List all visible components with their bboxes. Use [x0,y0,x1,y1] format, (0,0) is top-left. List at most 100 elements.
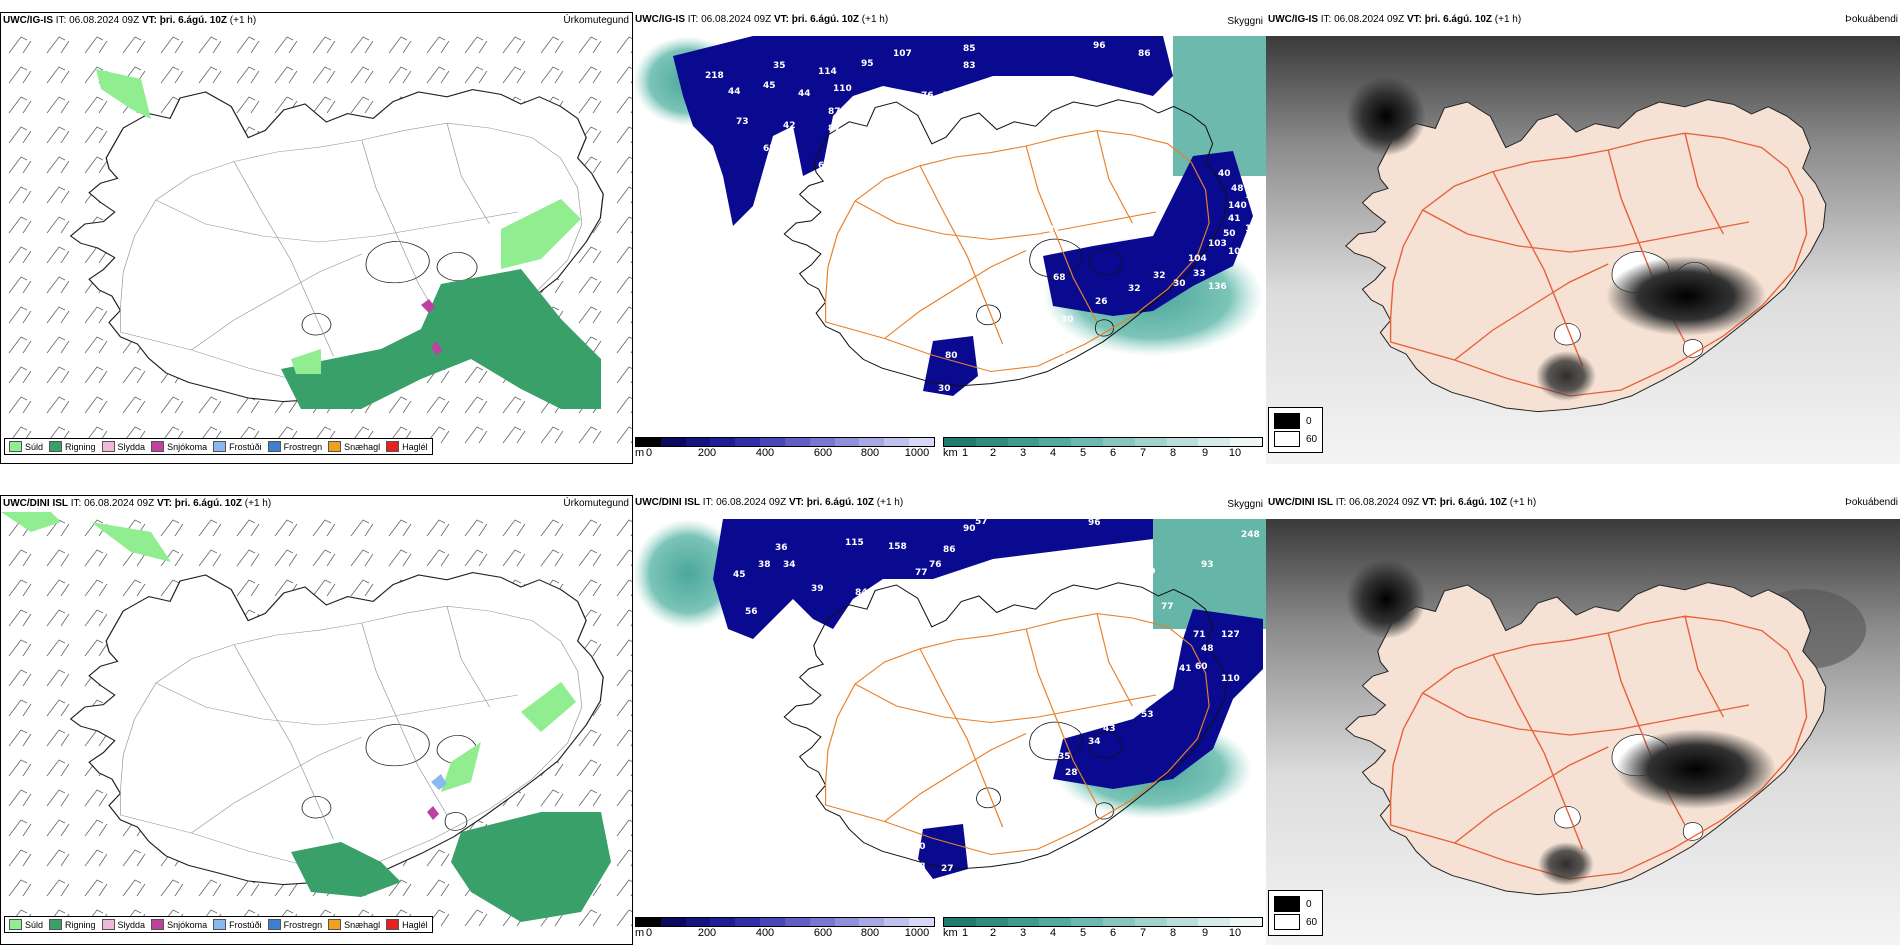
cloud-value: 77 [915,568,928,578]
snow-area [427,806,439,820]
cloud-value: 35 [773,61,786,71]
ptype-map [1,29,632,449]
fog-map [1266,36,1900,464]
cloud-value: 60 [1195,662,1208,672]
cloud-value: 50 [913,365,926,375]
cloud-value: 27 [941,864,954,874]
cloud-value: 35 [1058,752,1071,762]
cloud-value: 32 [1128,284,1141,294]
cloud-value: 115 [845,538,864,548]
drizzle-area [96,69,581,374]
cloud-value: 39 [811,584,824,594]
panel-title: Þokuábendi [1845,497,1898,508]
low-cloud-north [713,519,1153,639]
panel-header: UWC/DINI ISL IT: 06.08.2024 09Z VT: þri.… [3,498,272,509]
cloud-value: 106 [1228,247,1247,257]
cloud-value: 60 [818,161,831,171]
low-cloud-north [673,36,1173,226]
cloud-base-colorbar: 0 200 400 600 800 1000 m [635,437,935,460]
cloud-value: 21 [1053,347,1066,357]
cloud-value: 42 [783,121,796,131]
panel-title: Úrkomutegund [563,15,629,26]
cloud-value: 48 [1231,184,1244,194]
cloud-value: 93 [1201,560,1214,570]
cloud-value: 96 [1088,519,1101,528]
cloud-value: 42 [1119,710,1132,720]
cloud-vis-map: 36 115 158 90 57 96 248 45 38 34 86 87 9… [633,519,1266,919]
cloud-value: 82 [1048,225,1061,235]
panel-header: UWC/IG-IS IT: 06.08.2024 09Z VT: þri. 6.… [635,14,889,25]
cloud-value: 85 [963,44,976,54]
cloud-value: 129 [1245,191,1264,201]
cloud-value: 76 [929,560,942,570]
cloud-value: 44 [728,87,741,97]
cloud-value: 45 [733,570,746,580]
cloud-value: 68 [913,862,926,872]
cloud-value: 71 [1193,630,1206,640]
cloud-value: 76 [921,91,934,101]
panel-header: UWC/DINI ISL IT: 06.08.2024 09Z VT: þri.… [635,497,904,508]
cloud-value: 96 [1093,41,1106,51]
cloud-value: 248 [1241,530,1260,540]
fog-panel-row2: UWC/DINI ISL IT: 06.08.2024 09Z VT: þri.… [1266,495,1900,945]
cloud-value: 106 [1245,224,1264,234]
cloud-value: 107 [893,49,912,59]
ptype-legend: Súld Rigning Slydda Snjókoma Frostúði Fr… [4,916,433,933]
cloud-value: 36 [775,543,788,553]
cloud-base-values: 36 115 158 90 57 96 248 45 38 34 86 87 9… [733,519,1260,874]
cloud-value: 127 [1221,630,1240,640]
cloud-value: 95 [861,59,874,69]
low-cloud-east [1053,609,1263,789]
cloud-value: 83 [963,61,976,71]
cloud-value: 136 [1208,282,1227,292]
fog-legend: 0 60 [1268,407,1324,453]
cloud-vis-panel-row1: UWC/IG-IS IT: 06.08.2024 09Z VT: þri. 6.… [633,12,1266,464]
visibility-colorbar: 1 2 3 4 5 6 7 8 9 10 km [943,917,1263,940]
cloud-value: 114 [818,67,837,77]
cloud-value: 34 [1088,737,1101,747]
cloud-value: 30 [938,384,951,394]
cloud-value: 32 [1153,271,1166,281]
cloud-value: 26 [1095,297,1108,307]
fog-panel-row1: UWC/IG-IS IT: 06.08.2024 09Z VT: þri. 6.… [1266,12,1900,464]
ptype-panel-row1: UWC/IG-IS IT: 06.08.2024 09Z VT: þri. 6.… [0,12,633,464]
cloud-value: 41 [1179,664,1192,674]
cloud-value: 34 [783,560,796,570]
cloud-value: 140 [1228,201,1247,211]
cloud-value: 50 [1223,229,1236,239]
panel-title: Skyggni [1227,499,1263,510]
cloud-value: 104 [1188,254,1207,264]
panel-title: Þokuábendi [1845,14,1898,25]
cloud-value: 110 [1221,674,1240,684]
cloud-value: 60 [913,842,926,852]
cloud-vis-map: 218 35 114 95 107 85 83 96 86 44 45 44 1… [633,36,1266,436]
cloud-value: 80 [945,351,958,361]
cloud-value: 44 [798,89,811,99]
cloud-value: 30 [1061,315,1074,325]
cloud-value: 30 [1173,279,1186,289]
cloud-value: 77 [1161,602,1174,612]
cloud-value: 53 [845,624,858,634]
cloud-value: 38 [758,560,771,570]
cloud-base-colorbar: 0 200 400 600 800 1000 m [635,917,935,940]
ptype-legend: Súld Rigning Slydda Snjókoma Frostúði Fr… [4,438,433,455]
panel-header: UWC/IG-IS IT: 06.08.2024 09Z VT: þri. 6.… [1268,14,1522,25]
cloud-value: 68 [1053,273,1066,283]
rain-area [281,269,601,409]
fog-legend: 0 60 [1268,890,1324,936]
ptype-panel-row2: UWC/DINI ISL IT: 06.08.2024 09Z VT: þri.… [0,495,633,945]
cloud-value: 103 [1208,239,1227,249]
cloud-value: 78 [851,99,864,109]
cloud-value: 57 [975,519,988,527]
cloud-value: 158 [888,542,907,552]
cloud-value: 43 [1103,724,1116,734]
fog-map [1266,519,1900,945]
panel-header: UWC/DINI ISL IT: 06.08.2024 09Z VT: þri.… [1268,497,1537,508]
cloud-value: 69 [798,227,811,237]
cloud-value: 87 [828,124,841,134]
cloud-value: 86 [1138,49,1151,59]
cloud-value: 73 [736,117,749,127]
cloud-value: 93 [1023,277,1036,287]
snow-area [421,299,442,355]
low-cloud-east [1043,151,1253,316]
